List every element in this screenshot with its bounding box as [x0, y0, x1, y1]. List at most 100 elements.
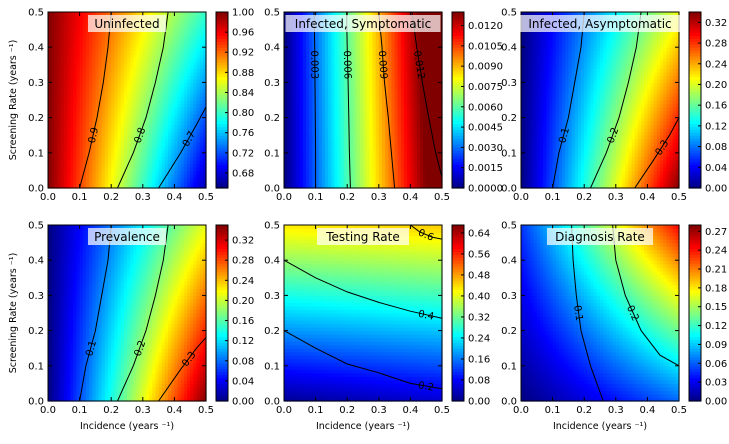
heatmap-cell — [130, 166, 134, 171]
heatmap-cell — [70, 114, 74, 119]
heatmap-cell — [92, 85, 96, 91]
heatmap-cell — [180, 128, 185, 133]
heatmap-cell — [111, 96, 115, 101]
heatmap-cell — [287, 54, 291, 59]
heatmap-cell — [70, 177, 74, 182]
heatmap-cell — [199, 82, 204, 87]
heatmap-cell — [70, 61, 74, 66]
heatmap-cell — [171, 68, 175, 73]
heatmap-cell — [130, 107, 134, 112]
heatmap-cell — [142, 124, 147, 129]
title-box — [88, 15, 166, 32]
heatmap-cell — [123, 96, 128, 101]
heatmap-cell — [79, 163, 84, 168]
heatmap-cell — [54, 50, 59, 55]
heatmap-cell — [95, 128, 100, 133]
heatmap-cell — [89, 135, 93, 140]
heatmap-cell — [92, 114, 96, 119]
heatmap-cell — [66, 138, 71, 143]
heatmap-cell — [60, 138, 65, 143]
heatmap-cell — [66, 43, 71, 48]
heatmap-cell — [287, 180, 291, 186]
heatmap-cell — [158, 100, 163, 105]
heatmap-cell — [196, 50, 201, 55]
heatmap-cell — [196, 142, 201, 147]
heatmap-cell — [51, 170, 55, 175]
heatmap-cell — [161, 184, 166, 189]
heatmap-cell — [48, 29, 52, 34]
heatmap-cell — [168, 15, 172, 20]
heatmap-cell — [66, 54, 71, 59]
heatmap-cell — [155, 36, 160, 41]
heatmap-cell — [180, 85, 185, 91]
heatmap-cell — [117, 121, 122, 126]
heatmap-cell — [123, 57, 128, 62]
heatmap-cell — [63, 92, 68, 98]
heatmap-cell — [177, 22, 182, 27]
heatmap-cell — [171, 12, 175, 17]
heatmap-cell — [177, 40, 182, 45]
heatmap-cell — [120, 43, 125, 48]
heatmap-cell — [149, 43, 153, 48]
heatmap-cell — [114, 78, 119, 83]
heatmap-cell — [51, 64, 55, 69]
heatmap-cell — [164, 138, 169, 143]
heatmap-cell — [89, 180, 93, 186]
heatmap-cell — [133, 121, 138, 126]
heatmap-cell — [287, 124, 291, 129]
heatmap-cell — [202, 177, 207, 182]
colorbar-band — [216, 146, 228, 151]
heatmap-cell — [79, 75, 84, 80]
heatmap-cell — [73, 114, 78, 119]
heatmap-cell — [142, 36, 147, 41]
heatmap-cell — [177, 26, 182, 31]
heatmap-cell — [187, 36, 191, 41]
heatmap-cell — [98, 82, 103, 87]
heatmap-cell — [177, 114, 182, 119]
heatmap-cell — [136, 103, 141, 108]
heatmap-cell — [123, 71, 128, 76]
heatmap-cell — [95, 82, 100, 87]
heatmap-cell — [152, 114, 157, 119]
heatmap-cell — [180, 92, 185, 98]
heatmap-cell — [290, 163, 295, 168]
heatmap-cell — [120, 68, 125, 73]
heatmap-cell — [98, 68, 103, 73]
heatmap-cell — [48, 36, 52, 41]
heatmap-cell — [171, 166, 175, 171]
heatmap-cell — [111, 124, 115, 129]
heatmap-cell — [136, 177, 141, 182]
plot-frame — [47, 11, 207, 189]
heatmap-cell — [152, 61, 157, 66]
heatmap-cell — [177, 68, 182, 73]
heatmap-cell — [104, 170, 109, 175]
heatmap-cell — [287, 138, 291, 143]
heatmap-cell — [142, 40, 147, 45]
heatmap-cell — [51, 152, 55, 157]
heatmap-cell — [202, 92, 207, 98]
heatmap-cell — [152, 124, 157, 129]
heatmap-cell — [133, 107, 138, 112]
heatmap-cell — [85, 36, 90, 41]
heatmap-cell — [73, 128, 78, 133]
heatmap-cell — [57, 159, 62, 164]
heatmap-cell — [199, 64, 204, 69]
heatmap-cell — [114, 156, 119, 161]
colorbar-band — [216, 144, 228, 148]
heatmap-cell — [168, 85, 172, 91]
heatmap-cell — [171, 128, 175, 133]
heatmap-cell — [66, 177, 71, 182]
heatmap-cell — [290, 103, 295, 108]
heatmap-cell — [180, 117, 185, 122]
heatmap-cell — [104, 135, 109, 140]
colorbar-band — [216, 100, 228, 104]
heatmap-cell — [60, 26, 65, 31]
heatmap-cell — [82, 107, 87, 112]
heatmap-cell — [60, 43, 65, 48]
heatmap-cell — [114, 131, 119, 136]
heatmap-cell — [152, 36, 157, 41]
heatmap-cell — [136, 50, 141, 55]
heatmap-cell — [76, 110, 81, 115]
heatmap-cell — [158, 40, 163, 45]
heatmap-cell — [127, 78, 131, 83]
